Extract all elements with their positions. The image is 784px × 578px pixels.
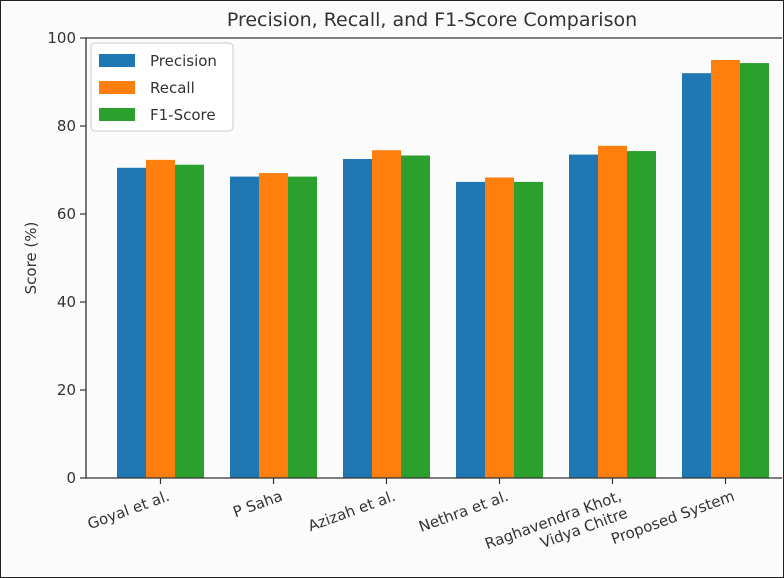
bar-f1-score-5 [740, 63, 769, 478]
bar-recall-4 [598, 145, 627, 479]
legend-label: Precision [150, 52, 217, 70]
y-tick-label: 40 [57, 293, 76, 311]
bar-f1-score-3 [514, 181, 543, 478]
bars-group [117, 60, 769, 479]
bar-recall-1 [259, 173, 288, 478]
y-axis-ticks: 0 20 40 60 80 100 [47, 29, 86, 487]
legend-swatch [99, 81, 135, 94]
y-tick-label: 60 [57, 205, 76, 223]
legend: Precision Recall F1-Score [90, 42, 234, 132]
bar-f1-score-4 [627, 151, 656, 478]
bar-f1-score-1 [288, 176, 317, 478]
y-tick-label: 20 [57, 381, 76, 399]
bar-precision-1 [230, 176, 259, 478]
x-axis-ticks: Goyal et al. P Saha Azizah et al. Nethra et… [85, 478, 737, 553]
y-tick-label: 0 [66, 469, 76, 487]
x-tick-label: Nethra et al. [416, 487, 510, 536]
x-tick-label: Goyal et al. [85, 487, 172, 533]
legend-swatch [99, 54, 135, 67]
x-tick-label: Azizah et al. [306, 487, 398, 535]
bar-precision-0 [117, 167, 146, 479]
bar-recall-3 [485, 177, 514, 479]
bar-recall-5 [711, 60, 740, 478]
bar-f1-score-2 [401, 155, 430, 479]
axes [85, 37, 782, 479]
y-tick-label: 80 [57, 117, 76, 135]
bar-recall-0 [146, 159, 175, 478]
bar-precision-5 [682, 73, 711, 478]
legend-swatch [99, 108, 135, 121]
bar-f1-score-0 [175, 164, 204, 478]
y-axis-label: Score (%) [22, 222, 40, 295]
legend-label: Recall [150, 79, 195, 97]
legend-label: F1-Score [150, 106, 216, 124]
y-tick-label: 100 [47, 29, 76, 47]
bar-precision-2 [343, 159, 372, 478]
x-tick-label: P Saha [231, 487, 285, 521]
bar-precision-3 [456, 181, 485, 478]
bar-recall-2 [372, 150, 401, 478]
bar-precision-4 [569, 154, 598, 478]
chart-title: Precision, Recall, and F1-Score Comparis… [227, 9, 637, 31]
